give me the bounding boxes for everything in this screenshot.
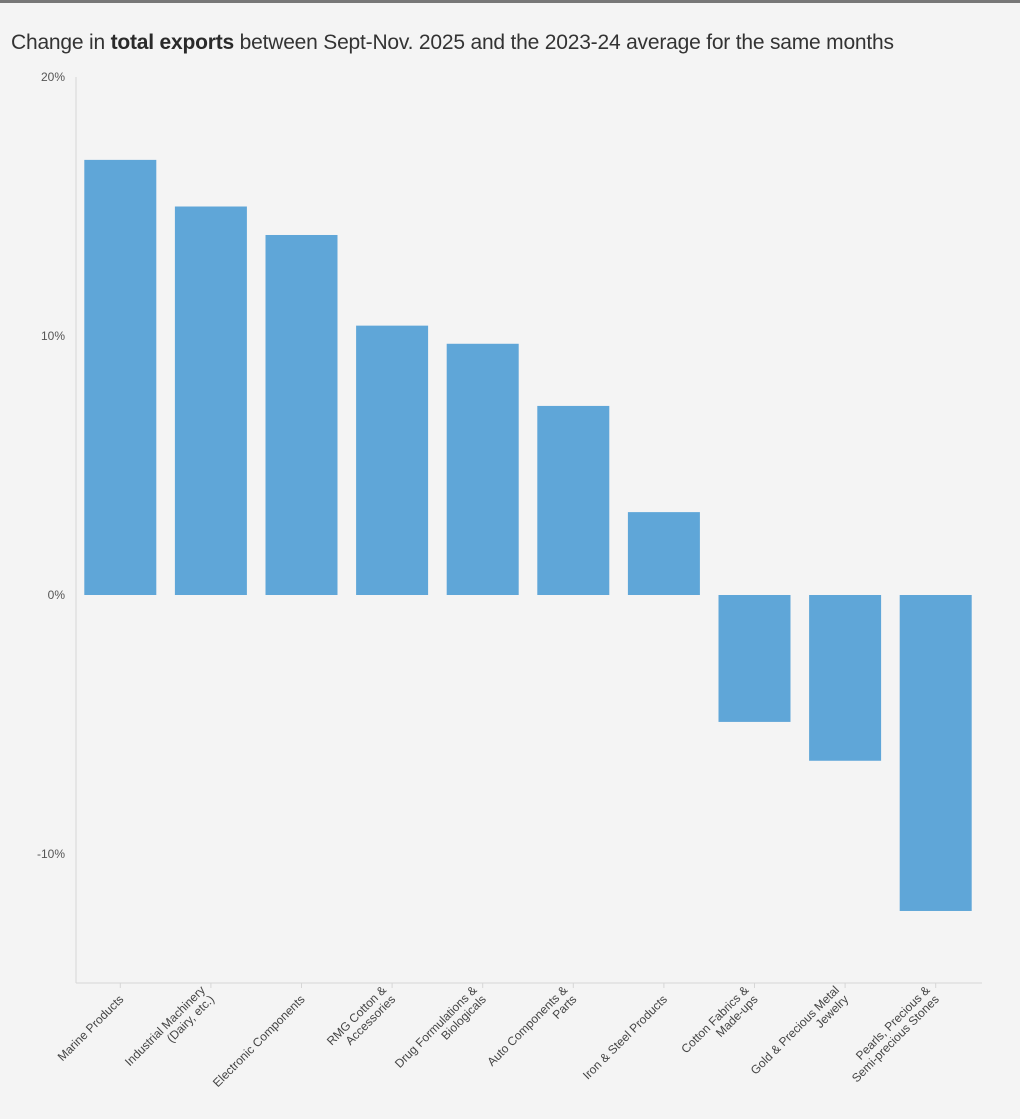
bar [809,595,882,761]
category-label-text: Pearls, Precious &Semi-precious Stones [840,983,942,1085]
bar [537,405,610,595]
category-label: Industrial Machinery(Dairy, etc.) [122,983,217,1078]
category-label: Gold & Precious MetalJewelry [748,983,852,1087]
category-label-line: Auto Components & [484,983,570,1069]
category-label-line: Electronic Components [210,992,308,1090]
category-label-text: Cotton Fabrics &Made-ups [678,983,760,1065]
category-label: Auto Components &Parts [484,983,579,1078]
category-label: RMG Cotton &Accessories [324,983,398,1057]
bar [84,159,157,595]
category-label-line: Industrial Machinery [122,983,208,1069]
category-label-text: RMG Cotton &Accessories [324,983,398,1057]
title-bold: total exports [110,31,235,54]
bar [265,234,338,596]
y-tick-label: 0% [48,588,66,602]
category-label-text: Electronic Components [210,992,308,1090]
category-label: Electronic Components [210,992,308,1090]
y-tick-label: 20% [41,70,65,84]
top-rule [0,0,1020,3]
category-label-text: Auto Components &Parts [484,983,579,1078]
bars [84,159,972,911]
category-label: Marine Products [55,992,127,1064]
y-tick-label: 10% [41,329,65,343]
title-suffix: between Sept-Nov. 2025 and the 2023-24 a… [234,31,894,54]
y-tick-label: -10% [37,847,65,861]
bar [718,595,791,722]
category-label-line: Marine Products [55,992,127,1064]
x-axis [76,982,982,988]
category-label-line: Drug Formulations & [392,983,480,1071]
category-label-text: Iron & Steel Products [580,992,670,1082]
category-label: Pearls, Precious &Semi-precious Stones [840,983,942,1085]
category-label-text: Gold & Precious MetalJewelry [748,983,852,1087]
category-label-line: Gold & Precious Metal [748,983,842,1077]
category-label-text: Industrial Machinery(Dairy, etc.) [122,983,217,1078]
bar [356,325,429,595]
category-label: Iron & Steel Products [580,992,670,1082]
bar [899,595,972,911]
category-label-text: Drug Formulations &Biologicals [392,983,489,1080]
chart-title: Change in total exports between Sept-Nov… [11,31,894,55]
category-label-text: Marine Products [55,992,127,1064]
title-prefix: Change in [11,31,111,54]
bar [627,512,700,595]
category-label: Cotton Fabrics &Made-ups [678,983,760,1065]
category-label: Drug Formulations &Biologicals [392,983,489,1080]
bar [174,206,247,595]
category-label-line: Semi-precious Stones [849,992,942,1085]
y-axis: 20% 10% 0% -10% [37,70,77,983]
category-label-line: Iron & Steel Products [580,992,670,1082]
bar [446,343,519,595]
